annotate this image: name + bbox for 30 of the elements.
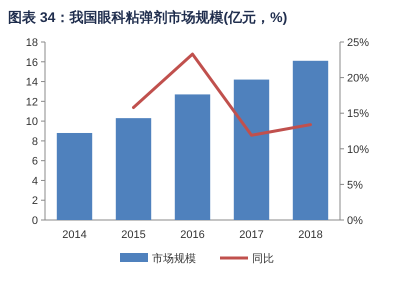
y2-tick-label: 10%	[347, 144, 370, 156]
chart-title: 图表 34：我国眼科粘弹剂市场规模(亿元，%)	[8, 9, 288, 25]
x-tick-label: 2014	[62, 229, 87, 241]
legend-label: 市场规模	[152, 252, 196, 265]
y2-tick-label: 25%	[347, 37, 370, 49]
y-tick-label: 10	[26, 116, 38, 128]
legend-label: 同比	[252, 252, 274, 265]
y-tick-label: 6	[32, 156, 38, 168]
line-series	[132, 52, 312, 137]
x-tick-label: 2017	[239, 229, 264, 241]
y-tick-label: 8	[32, 136, 38, 148]
x-tick-label: 2018	[298, 229, 323, 241]
bar	[292, 60, 328, 220]
y2-tick-label: 15%	[347, 108, 370, 120]
y-tick-label: 0	[32, 215, 38, 227]
y-tick-label: 4	[32, 175, 38, 188]
bar	[234, 80, 270, 220]
bar	[116, 118, 152, 220]
x-tick-label: 2016	[180, 229, 205, 241]
y-tick-label: 14	[26, 76, 38, 89]
bar	[56, 132, 92, 220]
y-tick-label: 16	[26, 56, 38, 69]
bar	[174, 94, 210, 220]
y2-tick-label: 20%	[347, 72, 370, 85]
y-tick-label: 12	[26, 96, 38, 108]
y-tick-label: 2	[32, 195, 38, 208]
x-tick-label: 2015	[121, 229, 146, 241]
y2-tick-label: 0%	[347, 215, 364, 227]
y2-tick-label: 5%	[347, 179, 364, 192]
y-tick-label: 18	[26, 37, 38, 49]
